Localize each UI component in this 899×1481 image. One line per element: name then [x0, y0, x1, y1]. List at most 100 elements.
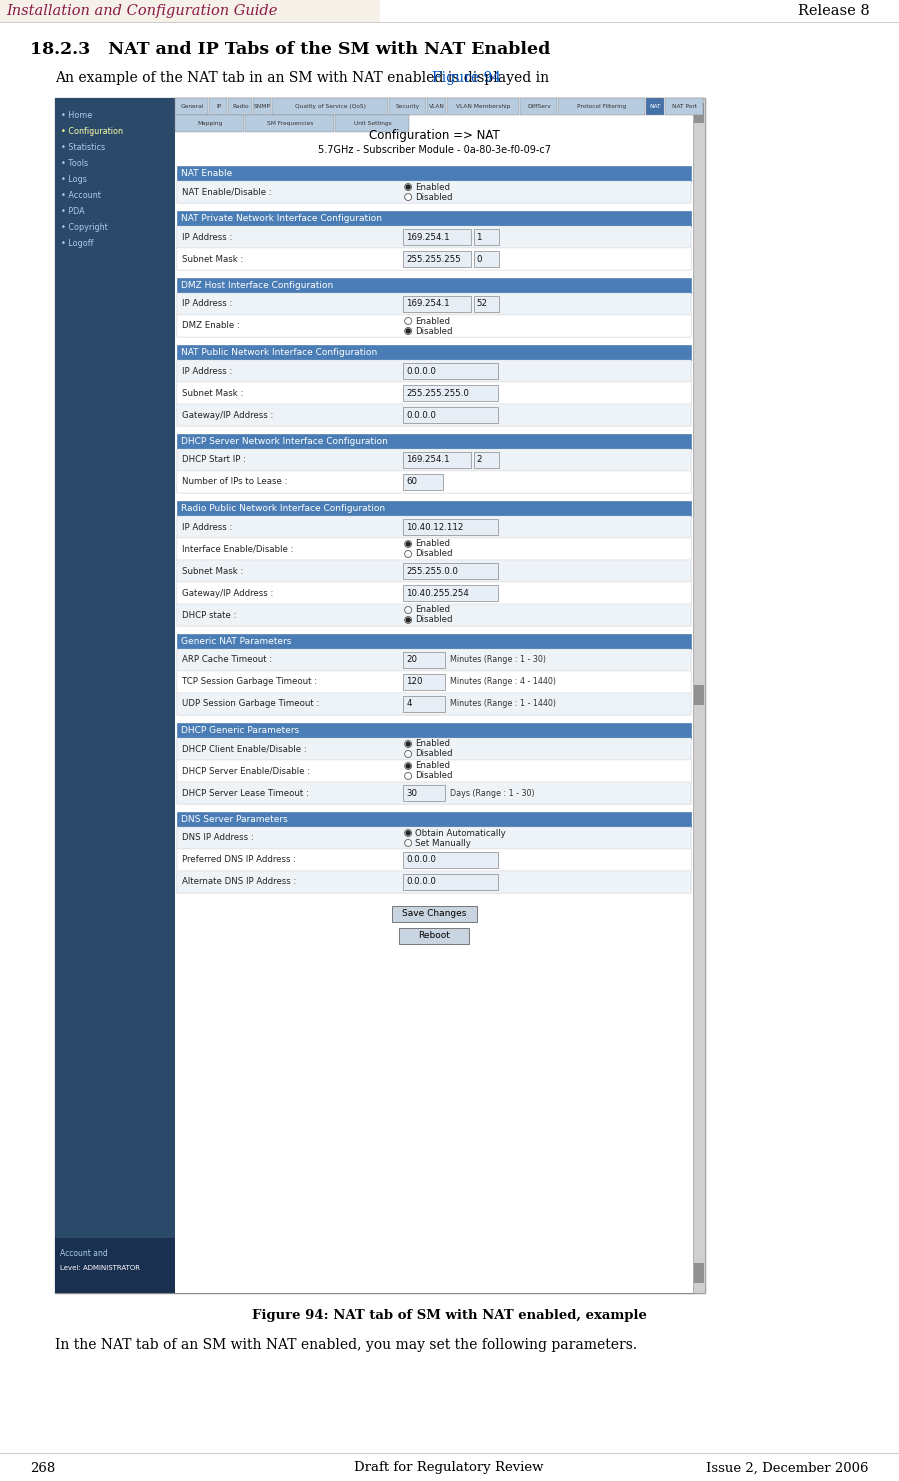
Text: Enabled: Enabled [415, 761, 450, 770]
Text: Subnet Mask :: Subnet Mask : [182, 567, 244, 576]
Text: Installation and Configuration Guide: Installation and Configuration Guide [6, 4, 278, 18]
Bar [177, 247, 691, 270]
Bar [403, 785, 445, 801]
Text: Draft for Regulatory Review: Draft for Regulatory Review [354, 1462, 544, 1475]
Text: Disabled: Disabled [415, 772, 453, 780]
Text: DMZ Host Interface Configuration: DMZ Host Interface Configuration [181, 281, 334, 290]
Bar [177, 166, 691, 181]
Text: 120: 120 [406, 677, 423, 687]
Bar [403, 296, 471, 312]
Bar [177, 345, 691, 360]
Circle shape [405, 740, 412, 748]
Text: IP Address :: IP Address : [182, 233, 232, 241]
Bar [177, 723, 691, 738]
Text: DHCP Start IP :: DHCP Start IP : [182, 456, 246, 465]
Text: 30: 30 [406, 788, 417, 797]
Text: Save Changes: Save Changes [402, 909, 467, 918]
Bar [177, 826, 691, 893]
Bar [403, 874, 498, 890]
Circle shape [405, 616, 412, 624]
Text: TCP Session Garbage Timeout :: TCP Session Garbage Timeout : [182, 677, 317, 687]
Bar [177, 227, 691, 270]
Text: 18.2.3   NAT and IP Tabs of the SM with NAT Enabled: 18.2.3 NAT and IP Tabs of the SM with NA… [30, 41, 550, 59]
Text: 10.40.12.112: 10.40.12.112 [406, 523, 464, 532]
Text: Subnet Mask :: Subnet Mask : [182, 255, 244, 264]
Text: 169.254.1: 169.254.1 [406, 456, 450, 465]
Text: An example of the NAT tab in an SM with NAT enabled is displayed in: An example of the NAT tab in an SM with … [55, 71, 554, 84]
Bar [558, 98, 645, 116]
Bar [403, 518, 498, 535]
Text: Disabled: Disabled [415, 193, 453, 201]
Text: NAT Private Network Interface Configuration: NAT Private Network Interface Configurat… [181, 213, 382, 224]
Bar [447, 98, 519, 116]
Bar [177, 760, 691, 782]
Bar [177, 871, 691, 893]
Circle shape [405, 327, 412, 335]
Text: VLAN: VLAN [429, 104, 445, 110]
Text: 255.255.255: 255.255.255 [406, 255, 461, 264]
Circle shape [405, 184, 412, 191]
Text: Interface Enable/Disable :: Interface Enable/Disable : [182, 545, 293, 554]
Text: Figure 94: NAT tab of SM with NAT enabled, example: Figure 94: NAT tab of SM with NAT enable… [252, 1309, 646, 1321]
Text: Security: Security [396, 104, 420, 110]
Bar [474, 250, 499, 267]
Text: IP Address :: IP Address : [182, 299, 232, 308]
Text: 0.0.0.0: 0.0.0.0 [406, 856, 436, 865]
Bar [177, 360, 691, 382]
Circle shape [405, 773, 412, 779]
Bar [228, 98, 252, 116]
Text: Disabled: Disabled [415, 326, 453, 336]
Text: In the NAT tab of an SM with NAT enabled, you may set the following parameters.: In the NAT tab of an SM with NAT enabled… [55, 1337, 637, 1352]
Circle shape [406, 742, 410, 746]
Bar [177, 471, 691, 493]
Bar [175, 98, 208, 116]
Text: Enabled: Enabled [415, 739, 450, 748]
Text: SNMP: SNMP [254, 104, 271, 110]
Circle shape [406, 831, 410, 835]
Text: Enabled: Enabled [415, 317, 450, 326]
Text: Radio Public Network Interface Configuration: Radio Public Network Interface Configura… [181, 504, 385, 512]
Circle shape [406, 618, 410, 622]
Text: DMZ Enable :: DMZ Enable : [182, 321, 240, 330]
Bar [694, 1263, 704, 1283]
Text: Figure 94: Figure 94 [432, 71, 502, 84]
Text: Enabled: Enabled [415, 539, 450, 548]
Text: Configuration => NAT: Configuration => NAT [369, 129, 499, 142]
Text: 169.254.1: 169.254.1 [406, 233, 450, 241]
Text: IP Address :: IP Address : [182, 366, 232, 376]
Circle shape [405, 607, 412, 613]
Bar [177, 293, 691, 315]
Bar [175, 98, 705, 1293]
Text: Mapping: Mapping [198, 121, 223, 126]
Text: • Logoff: • Logoff [61, 240, 93, 249]
Bar [177, 826, 691, 849]
Text: Level: ADMINISTRATOR: Level: ADMINISTRATOR [60, 1265, 140, 1271]
Text: • Statistics: • Statistics [61, 144, 105, 153]
Text: 10.40.255.254: 10.40.255.254 [406, 588, 469, 597]
Circle shape [405, 317, 412, 324]
Bar [177, 738, 691, 804]
Text: 0.0.0.0: 0.0.0.0 [406, 410, 436, 419]
Bar [55, 98, 705, 1293]
Bar [403, 563, 498, 579]
Text: Preferred DNS IP Address :: Preferred DNS IP Address : [182, 856, 296, 865]
Bar [403, 585, 498, 601]
Text: 20: 20 [406, 656, 417, 665]
Circle shape [405, 751, 412, 757]
Bar [403, 852, 498, 868]
Text: • Home: • Home [61, 111, 93, 120]
Text: Subnet Mask :: Subnet Mask : [182, 388, 244, 397]
Bar [474, 296, 499, 312]
Bar [694, 104, 704, 123]
Bar [177, 293, 691, 338]
Bar [427, 98, 446, 116]
Bar [403, 696, 445, 712]
Text: DHCP Server Network Interface Configuration: DHCP Server Network Interface Configurat… [181, 437, 387, 446]
Bar [520, 98, 557, 116]
Text: • PDA: • PDA [61, 207, 85, 216]
Text: 169.254.1: 169.254.1 [406, 299, 450, 308]
Bar [177, 449, 691, 493]
Bar [177, 738, 691, 760]
Text: Issue 2, December 2006: Issue 2, December 2006 [707, 1462, 869, 1475]
Text: • Configuration: • Configuration [61, 127, 123, 136]
